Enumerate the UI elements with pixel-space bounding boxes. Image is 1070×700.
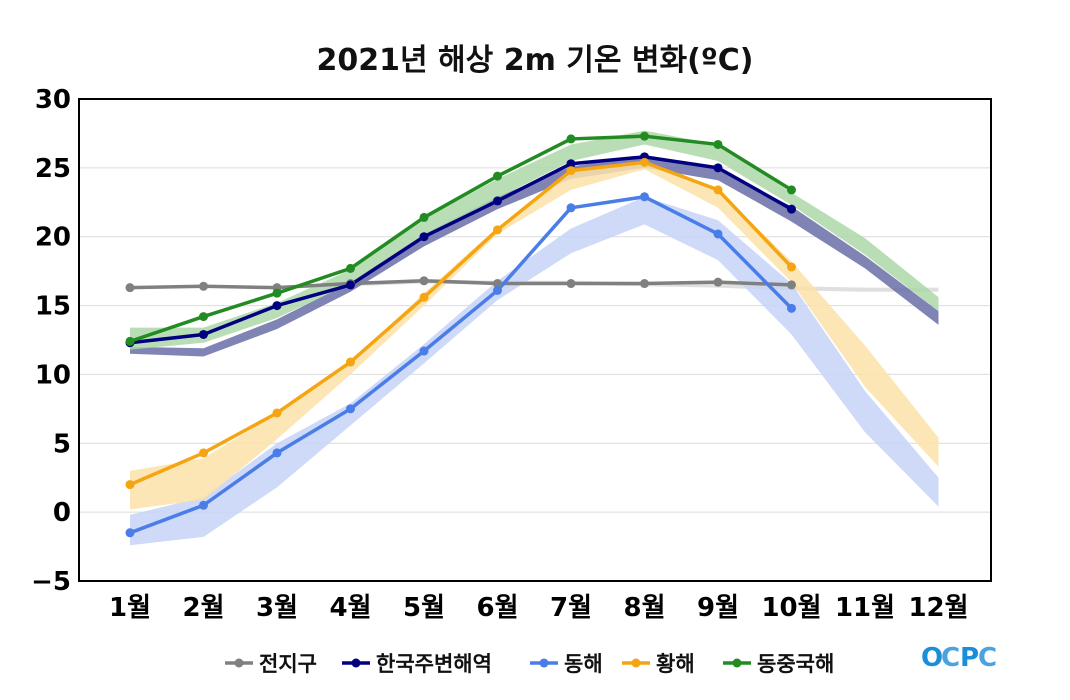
- x-tick-label: 7월: [550, 593, 592, 623]
- x-tick-label: 11월: [835, 593, 895, 623]
- series-line: [129, 160, 793, 487]
- data-point: [272, 288, 282, 298]
- y-tick-label: 0: [53, 498, 71, 528]
- y-tick-label: 25: [35, 154, 71, 184]
- y-tick-label: 15: [35, 292, 71, 322]
- y-tick-label: 20: [35, 223, 71, 253]
- ocpc-logo: OC PC: [921, 643, 997, 673]
- y-axis-ticks: 30 25 20 15 10 5 0 −5: [31, 85, 71, 597]
- data-point: [419, 276, 429, 286]
- logo-letter: O: [921, 643, 943, 673]
- y-tick-label: 10: [35, 360, 71, 390]
- x-tick-label: 1월: [109, 593, 151, 623]
- data-point: [640, 157, 649, 167]
- data-point: [493, 225, 502, 235]
- data-point: [346, 357, 355, 367]
- legend-label: 한국주변해역: [376, 652, 492, 676]
- series-line: [129, 279, 792, 290]
- data-point: [419, 212, 429, 222]
- x-tick-label: 5월: [403, 593, 445, 623]
- logo-letter: P: [960, 643, 979, 673]
- data-point: [125, 480, 135, 490]
- data-point: [346, 280, 355, 290]
- data-point: [640, 192, 649, 202]
- legend-marker: [732, 658, 742, 668]
- data-point: [787, 303, 796, 313]
- data-point: [713, 229, 723, 239]
- data-point: [419, 292, 429, 302]
- legend-marker: [351, 658, 361, 668]
- data-point: [493, 196, 502, 206]
- legend-marker: [631, 658, 641, 668]
- data-point: [493, 279, 502, 289]
- legend-label: 동중국해: [757, 652, 834, 676]
- logo-letter: C: [941, 643, 960, 673]
- data-point: [713, 277, 723, 287]
- x-tick-label: 8월: [623, 593, 665, 623]
- legend-marker: [539, 658, 549, 668]
- data-point: [640, 279, 649, 289]
- x-tick-label: 6월: [476, 593, 518, 623]
- data-point: [125, 528, 135, 538]
- data-point: [199, 281, 208, 291]
- data-point: [419, 232, 429, 242]
- data-point: [713, 163, 723, 173]
- y-tick-label: 5: [53, 429, 71, 459]
- data-point: [199, 448, 208, 458]
- data-point: [787, 262, 796, 272]
- data-point: [346, 404, 355, 414]
- data-point: [125, 336, 135, 346]
- x-tick-label: 2월: [182, 593, 224, 623]
- data-point: [199, 329, 208, 339]
- range-bands: [130, 130, 939, 546]
- plot-frame: [78, 98, 992, 582]
- data-point: [199, 500, 208, 510]
- range-band: [130, 196, 939, 546]
- logo-letter: C: [978, 643, 997, 673]
- data-point: [272, 408, 282, 418]
- series-line: [129, 195, 793, 535]
- legend-marker: [234, 658, 244, 668]
- data-point: [346, 263, 355, 273]
- x-tick-label: 3월: [256, 593, 298, 623]
- chart-title: 2021년 해상 2m 기온 변화(ºC): [317, 43, 754, 78]
- data-point: [566, 159, 576, 169]
- data-point: [787, 280, 796, 290]
- y-tick-label: −5: [31, 567, 71, 597]
- data-point: [787, 185, 796, 195]
- data-point: [493, 171, 502, 181]
- range-band: [130, 162, 939, 510]
- y-tick-label: 30: [35, 85, 71, 115]
- x-tick-label: 9월: [697, 593, 739, 623]
- x-tick-label: 4월: [329, 593, 371, 623]
- x-axis-ticks: 1월 2월 3월 4월 5월 6월 7월 8월 9월 10월 11월 12월: [109, 593, 969, 623]
- x-tick-label: 12월: [908, 593, 968, 623]
- data-point: [566, 279, 576, 289]
- data-point: [566, 166, 576, 176]
- data-point: [787, 204, 796, 214]
- data-point: [272, 301, 282, 311]
- data-point: [125, 283, 135, 293]
- data-point: [199, 312, 208, 322]
- x-tick-label: 10월: [761, 593, 821, 623]
- data-point: [419, 346, 429, 356]
- data-point: [713, 185, 723, 195]
- data-point: [493, 285, 502, 295]
- data-point: [566, 203, 576, 213]
- series-points: [125, 131, 796, 538]
- data-point: [640, 131, 649, 141]
- series-line: [129, 134, 793, 344]
- legend-label: 전지구: [259, 652, 317, 676]
- data-point: [566, 134, 576, 144]
- data-point: [272, 448, 282, 458]
- data-point: [713, 139, 723, 149]
- series-line: [129, 155, 793, 345]
- range-band: [130, 130, 939, 350]
- legend-label: 황해: [656, 652, 695, 676]
- series-lines: [129, 134, 793, 535]
- legend: 전지구 한국주변해역 동해 황해 동중국해: [225, 652, 834, 676]
- legend-label: 동해: [564, 652, 603, 676]
